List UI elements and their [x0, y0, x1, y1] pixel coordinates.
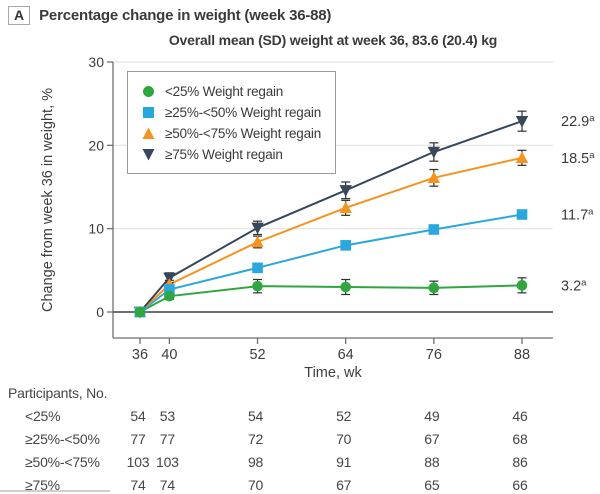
table-cell: 74	[159, 477, 175, 493]
x-tick-label: 52	[249, 347, 265, 363]
table-cell: 68	[512, 431, 528, 447]
figure-header: A Percentage change in weight (week 36-8…	[8, 6, 331, 25]
legend-item-3: ≥75% Weight regain	[142, 144, 321, 165]
table-cell: 67	[336, 477, 352, 493]
data-point-marker	[251, 222, 264, 235]
legend-label: ≥25%-<50% Weight regain	[165, 105, 322, 120]
series-line-0	[139, 284, 523, 313]
data-point-marker	[516, 280, 528, 291]
triangle-up-marker-icon	[142, 127, 155, 139]
data-point-marker	[164, 290, 175, 302]
panel-title: Percentage change in weight (week 36-88)	[39, 7, 332, 24]
table-cell: 86	[512, 454, 528, 470]
table-cell: 98	[247, 454, 264, 470]
x-tick-label: 36	[132, 347, 148, 363]
table-cell: 46	[512, 408, 528, 424]
participants-table-header: Participants, No.	[8, 385, 108, 401]
table-cell: 77	[130, 431, 146, 447]
series-end-label: 18.5a	[561, 150, 595, 167]
data-point-marker	[427, 171, 441, 184]
table-cell: 72	[247, 431, 264, 447]
data-point-marker	[427, 146, 441, 159]
triangle-down-marker-icon	[142, 149, 155, 161]
data-point-marker	[252, 280, 263, 292]
data-point-marker	[340, 240, 351, 251]
table-cell: 103	[126, 454, 150, 470]
y-tick-label: 10	[88, 221, 104, 237]
table-cell: 66	[512, 477, 528, 493]
table-cell: 77	[159, 431, 175, 447]
circle-marker-icon	[143, 86, 154, 97]
chart-legend: <25% Weight regain ≥25%-<50% Weight regai…	[127, 71, 337, 174]
legend-label: ≥75% Weight regain	[165, 147, 283, 162]
y-tick-label: 20	[88, 137, 104, 153]
panel-label: A	[8, 6, 31, 25]
data-point-marker	[339, 201, 352, 214]
x-tick-label: 76	[426, 347, 442, 363]
series-end-label: 3.2a	[561, 277, 587, 294]
legend-item-0: <25% Weight regain	[142, 81, 321, 102]
data-point-marker	[339, 185, 352, 197]
series-end-label: 22.9a	[561, 113, 595, 130]
line-chart: 0 10 20 30 36 40 52 64 76 88 Time, wk Change from w…	[40, 54, 595, 381]
x-tick-label: 88	[514, 347, 530, 363]
x-axis-title: Time, wk	[304, 365, 362, 381]
table-cell: 70	[336, 431, 352, 447]
data-point-marker	[428, 224, 440, 235]
table-cell: 91	[336, 454, 352, 470]
table-cell: 70	[247, 477, 264, 493]
data-point-marker	[164, 284, 175, 295]
table-cell: 54	[130, 408, 146, 424]
data-point-marker	[340, 281, 351, 293]
data-point-marker	[252, 262, 263, 274]
data-point-marker	[515, 151, 529, 164]
y-tick-label: 0	[96, 304, 104, 320]
table-cell: 103	[155, 454, 179, 470]
table-row-label: ≥50%-<75%	[25, 454, 100, 470]
series-line-3	[139, 120, 523, 313]
table-cell: 67	[424, 431, 440, 447]
bottom-divider	[0, 490, 110, 492]
chart-subtitle: Overall mean (SD) weight at week 36, 83.…	[168, 32, 498, 48]
table-cell: 54	[247, 408, 264, 424]
square-marker-icon	[143, 107, 154, 118]
y-axis-title: Change from week 36 in weight, %	[40, 88, 56, 312]
legend-item-2: ≥50%-<75% Weight regain	[142, 123, 321, 144]
series-line-2	[139, 156, 523, 313]
series-end-label: 11.7a	[561, 207, 594, 224]
legend-item-1: ≥25%-<50% Weight regain	[142, 102, 321, 123]
table-row-label: ≥75%	[25, 477, 60, 493]
table-cell: 88	[424, 454, 440, 470]
table-cell: 49	[424, 408, 440, 424]
data-point-marker	[251, 235, 264, 248]
table-cell: 52	[336, 408, 352, 424]
legend-label: ≥50%-<75% Weight regain	[165, 126, 322, 141]
table-row-label: <25%	[25, 408, 61, 424]
x-tick-label: 40	[161, 347, 177, 363]
x-tick-label: 64	[338, 347, 354, 363]
data-point-marker	[516, 209, 528, 220]
table-row-label: ≥25%-<50%	[25, 431, 100, 447]
data-point-marker	[428, 282, 440, 294]
table-cell: 74	[130, 477, 146, 493]
legend-label: <25% Weight regain	[165, 84, 284, 99]
data-point-marker	[515, 115, 529, 128]
y-tick-label: 30	[88, 54, 104, 70]
data-point-marker	[134, 306, 146, 318]
table-cell: 65	[424, 477, 440, 493]
table-cell: 53	[159, 408, 175, 424]
